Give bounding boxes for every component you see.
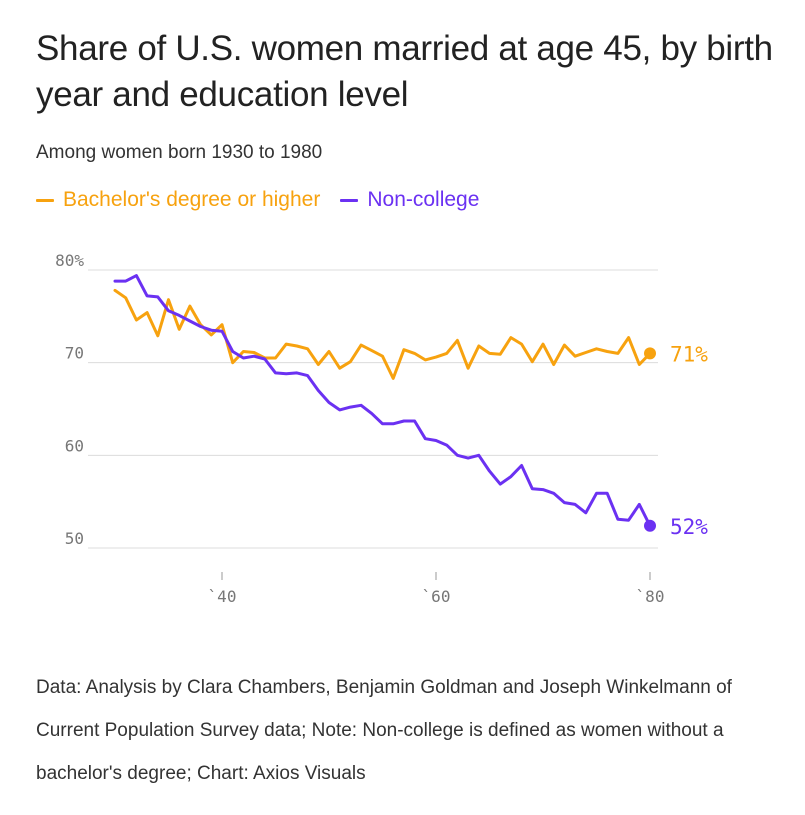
legend-label-non-college: Non-college — [367, 188, 480, 211]
source-note: Data: Analysis by Clara Chambers, Benjam… — [36, 677, 732, 784]
y-tick-label-60: 60 — [65, 436, 84, 455]
y-tick-label-50: 50 — [65, 529, 84, 548]
legend-swatch-non-college — [340, 198, 359, 202]
end-label-non-college: 52% — [670, 515, 708, 539]
series-line-non-college — [113, 274, 652, 528]
end-label-bachelors: 71% — [670, 342, 708, 366]
legend-swatch-bachelors — [36, 198, 54, 202]
legend: Bachelor's degree or higher Non-college — [36, 188, 499, 212]
series-lines: 71% 52% — [113, 274, 708, 539]
chart-title: Share of U.S. women married at age 45, b… — [36, 29, 773, 114]
x-tick-label-1940: `40 — [208, 587, 237, 606]
x-tick-label-1960: `60 — [422, 587, 451, 606]
gridlines — [88, 269, 658, 549]
legend-label-bachelors: Bachelor's degree or higher — [63, 188, 321, 211]
x-tick-label-1980: `80 — [636, 587, 665, 606]
chart-subtitle: Among women born 1930 to 1980 — [36, 142, 323, 163]
y-tick-label-80: 80% — [55, 251, 84, 270]
legend-item-non-college: Non-college — [340, 188, 479, 212]
legend-item-bachelors: Bachelor's degree or higher — [36, 188, 320, 212]
y-tick-label-70: 70 — [65, 344, 84, 363]
line-chart: 50 60 70 80% `40 `60 `80 71% 52% — [55, 251, 708, 606]
axis-labels: 50 60 70 80% `40 `60 `80 — [55, 251, 664, 606]
end-point-non-college — [644, 519, 656, 532]
series-line-bachelors — [113, 288, 652, 380]
end-point-bachelors — [644, 347, 656, 360]
